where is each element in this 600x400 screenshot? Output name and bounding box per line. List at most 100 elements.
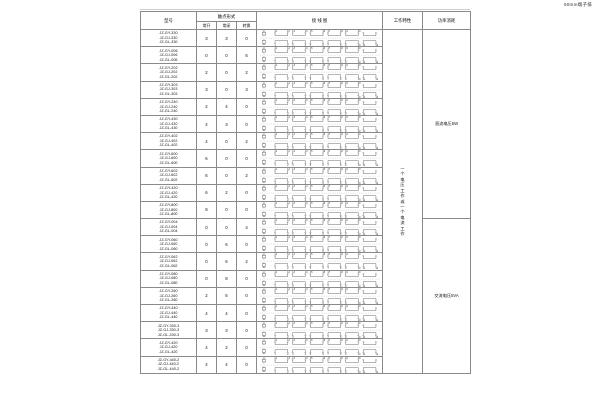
svg-text:18: 18 bbox=[340, 30, 343, 33]
model-cell: JZ-GY-240 JZ-GJ-240 JZ-GL-240 bbox=[140, 97, 197, 116]
svg-text:16: 16 bbox=[322, 151, 325, 154]
svg-text:7: 7 bbox=[327, 44, 329, 46]
contact-count-no: 4 bbox=[196, 114, 217, 134]
svg-text:11: 11 bbox=[363, 130, 366, 132]
svg-text:20: 20 bbox=[358, 340, 361, 343]
contact-count-ch: 6 bbox=[235, 46, 258, 65]
svg-text:12: 12 bbox=[287, 116, 290, 119]
model-name: JZ-GY-440 bbox=[159, 306, 178, 311]
svg-text:6: 6 bbox=[322, 319, 324, 321]
svg-text:2: 2 bbox=[287, 319, 289, 321]
svg-text:14: 14 bbox=[305, 202, 308, 205]
wiring-diagram-cell: 11 12 13 14 1 2 3 4 15 16 17 18 5 6 7 8 19 20 9 10 11 12 bbox=[256, 46, 384, 65]
svg-text:17: 17 bbox=[327, 254, 330, 257]
svg-text:12: 12 bbox=[375, 370, 378, 372]
svg-text:11: 11 bbox=[274, 133, 277, 136]
contact-count-nc: 2 bbox=[216, 338, 237, 357]
wiring-diagram-cell: 11 12 13 14 1 2 3 4 15 16 17 18 5 6 7 8 19 20 9 10 11 12 bbox=[256, 166, 384, 185]
svg-text:10: 10 bbox=[358, 302, 361, 304]
svg-text:17: 17 bbox=[327, 116, 330, 119]
contact-count-no: 8 bbox=[196, 200, 217, 220]
working-characteristic-cell: 一个电压工作或一个电流工作 bbox=[382, 29, 424, 374]
model-cell: JZ-GY-600 JZ-GJ-600 JZ-GL-600 bbox=[140, 149, 197, 168]
contact-count-nc: 2 bbox=[216, 183, 237, 202]
wiring-diagram-cell: 11 12 13 14 1 2 3 4 15 16 17 18 5 6 7 8 19 20 9 10 11 12 bbox=[256, 80, 384, 99]
contact-count-no: 4 bbox=[196, 355, 217, 374]
svg-text:18: 18 bbox=[340, 47, 343, 50]
svg-text:15: 15 bbox=[310, 357, 313, 360]
svg-text:13: 13 bbox=[292, 340, 295, 343]
model-cell: JZ-GY-440-2 JZ-GJ-440-2 JZ-GL-440-2 bbox=[140, 355, 197, 374]
contact-count-nc: 4 bbox=[216, 355, 237, 374]
svg-text:8: 8 bbox=[340, 353, 342, 355]
svg-text:10: 10 bbox=[358, 319, 361, 321]
svg-text:19: 19 bbox=[345, 82, 348, 85]
model-name: JZ-GJ-440 bbox=[159, 310, 178, 315]
svg-text:2: 2 bbox=[287, 181, 289, 183]
svg-text:12: 12 bbox=[375, 319, 378, 321]
svg-text:20: 20 bbox=[358, 288, 361, 291]
svg-text:12: 12 bbox=[375, 216, 378, 218]
model-name: JZ-GL-260 bbox=[159, 298, 178, 303]
model-name: JZ-GL-420 bbox=[159, 349, 178, 354]
svg-text:12: 12 bbox=[375, 302, 378, 304]
svg-text:13: 13 bbox=[292, 116, 295, 119]
svg-text:9: 9 bbox=[345, 181, 347, 183]
svg-text:4: 4 bbox=[305, 353, 307, 355]
svg-text:2: 2 bbox=[287, 267, 289, 269]
svg-text:6: 6 bbox=[322, 130, 324, 132]
svg-text:11: 11 bbox=[363, 370, 366, 372]
svg-text:20: 20 bbox=[358, 82, 361, 85]
table-row: JZ-GY-004 JZ-GJ-004 JZ-GL-004 0 0 4 11 12 13 14 1 2… bbox=[140, 218, 472, 374]
contact-count-nc: 3 bbox=[216, 28, 237, 48]
svg-text:1: 1 bbox=[274, 95, 276, 97]
model-name: JZ-GL-080 bbox=[159, 280, 178, 285]
svg-text:9: 9 bbox=[345, 319, 347, 321]
svg-text:15: 15 bbox=[310, 185, 313, 188]
model-name: JZ-GJ-006 bbox=[159, 53, 178, 58]
contact-count-ch: 0 bbox=[235, 114, 258, 134]
svg-text:17: 17 bbox=[327, 288, 330, 291]
svg-text:14: 14 bbox=[305, 254, 308, 257]
svg-text:18: 18 bbox=[340, 288, 343, 291]
model-name: JZ-GJ-600 bbox=[159, 156, 178, 161]
svg-text:8: 8 bbox=[340, 147, 342, 149]
svg-text:20: 20 bbox=[358, 305, 361, 308]
svg-text:13: 13 bbox=[292, 99, 295, 102]
svg-text:3: 3 bbox=[292, 284, 294, 286]
model-name: JZ-GY-330 bbox=[159, 31, 178, 36]
model-name: JZ-GL-430 bbox=[159, 126, 178, 131]
svg-text:14: 14 bbox=[305, 168, 308, 171]
wiring-diagram-cell: 11 12 13 14 1 2 3 4 15 16 17 18 5 6 7 8 19 20 9 10 11 12 bbox=[256, 235, 384, 254]
svg-text:12: 12 bbox=[287, 65, 290, 68]
svg-text:7: 7 bbox=[327, 113, 329, 115]
svg-text:17: 17 bbox=[327, 185, 330, 188]
svg-text:8: 8 bbox=[340, 284, 342, 286]
svg-text:3: 3 bbox=[292, 61, 294, 63]
table-row: JZ-GY-060 JZ-GJ-060 JZ-GL-060 0 6 0 11 12 13 14 1 2… bbox=[140, 235, 471, 254]
svg-text:11: 11 bbox=[363, 44, 366, 46]
svg-text:11: 11 bbox=[363, 250, 366, 252]
svg-text:7: 7 bbox=[327, 250, 329, 252]
contact-count-nc: 6 bbox=[216, 252, 237, 271]
svg-text:6: 6 bbox=[322, 302, 324, 304]
svg-text:19: 19 bbox=[345, 322, 348, 325]
svg-text:20: 20 bbox=[358, 254, 361, 257]
model-name: JZ-GY-420 bbox=[159, 340, 178, 345]
svg-text:8: 8 bbox=[340, 302, 342, 304]
contact-count-ch: 2 bbox=[235, 63, 258, 82]
contact-count-nc: 0 bbox=[216, 46, 237, 65]
svg-text:16: 16 bbox=[322, 219, 325, 222]
svg-text:12: 12 bbox=[287, 185, 290, 188]
svg-text:10: 10 bbox=[358, 336, 361, 338]
svg-text:11: 11 bbox=[274, 219, 277, 222]
wiring-diagram-cell: 11 12 13 14 1 2 3 4 15 16 17 18 5 6 7 8 19 20 9 10 11 12 bbox=[256, 63, 384, 82]
svg-text:16: 16 bbox=[322, 322, 325, 325]
svg-text:11: 11 bbox=[274, 185, 277, 188]
svg-text:18: 18 bbox=[340, 116, 343, 119]
contact-count-ch: 0 bbox=[235, 200, 258, 220]
svg-text:14: 14 bbox=[305, 185, 308, 188]
svg-text:12: 12 bbox=[375, 250, 378, 252]
svg-text:15: 15 bbox=[310, 30, 313, 33]
model-cell: JZ-GY-006 JZ-GJ-006 JZ-GL-006 bbox=[140, 46, 197, 65]
